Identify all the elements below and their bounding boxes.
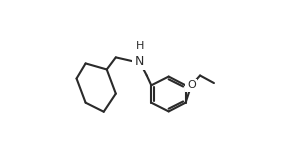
Text: O: O (187, 80, 196, 90)
Text: N: N (135, 55, 144, 68)
Text: H: H (136, 41, 144, 51)
